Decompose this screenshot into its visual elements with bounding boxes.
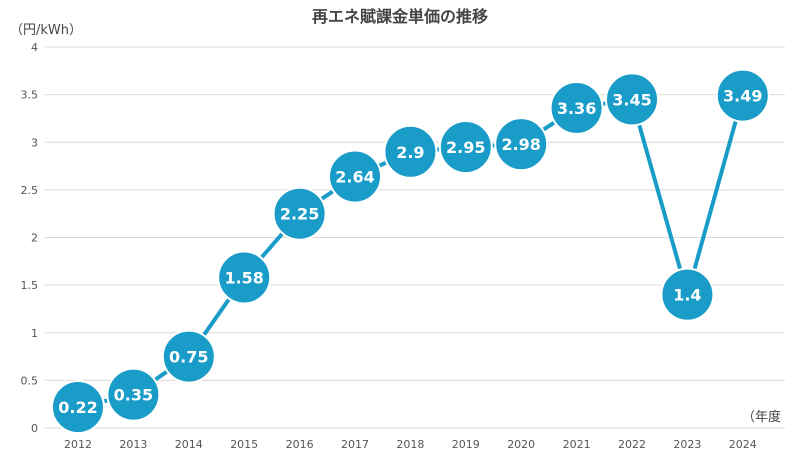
x-axis-label: （年度 — [742, 409, 781, 425]
x-tick-label: 2020 — [507, 438, 535, 451]
x-tick-label: 2012 — [64, 438, 92, 451]
x-tick-label: 2023 — [673, 438, 701, 451]
data-point-marker — [217, 250, 272, 305]
data-label: 0.75 — [169, 348, 208, 367]
data-label: 2.25 — [280, 205, 319, 224]
data-point-marker — [438, 120, 493, 175]
data-label: 3.36 — [557, 99, 596, 118]
data-point-marker — [51, 380, 105, 435]
y-tick-label: 1 — [31, 327, 38, 340]
data-label: 3.49 — [723, 87, 762, 106]
data-point-marker — [328, 149, 382, 204]
data-label: 3.45 — [612, 90, 651, 109]
data-point-marker — [549, 80, 604, 135]
data-point-marker — [605, 72, 659, 127]
x-tick-label: 2021 — [563, 438, 591, 451]
x-tick-label: 2017 — [341, 438, 369, 451]
y-tick-label: 2 — [31, 232, 38, 245]
gridlines — [45, 46, 785, 429]
data-label: 1.4 — [673, 286, 701, 305]
data-label: 0.22 — [58, 398, 97, 417]
data-label: 2.98 — [501, 135, 540, 154]
y-axis-label: （円/kWh） — [10, 23, 82, 38]
data-point-marker — [161, 329, 216, 384]
x-tick-label: 2015 — [230, 438, 258, 451]
y-tick-label: 3.5 — [21, 89, 39, 102]
y-tick-label: 1.5 — [21, 279, 39, 292]
data-point-marker — [272, 186, 327, 241]
x-tick-label: 2019 — [452, 438, 480, 451]
x-tick-label: 2022 — [618, 438, 646, 451]
x-tick-label: 2013 — [119, 438, 147, 451]
data-point-marker — [715, 68, 770, 123]
x-tick-label: 2016 — [286, 438, 314, 451]
y-axis-ticks: 0 0.5 1 1.5 2 2.5 3 3.5 4 — [21, 41, 39, 435]
data-label: 2.9 — [396, 143, 424, 162]
data-label: 0.35 — [114, 386, 153, 405]
data-points: 0.22 0.35 0.75 1.58 2.25 2.64 2.9 2.95 2.98 3.36 3… — [51, 68, 770, 435]
data-label: 2.64 — [335, 168, 374, 187]
data-point-marker — [660, 267, 715, 322]
y-tick-label: 2.5 — [21, 184, 39, 197]
x-tick-label: 2018 — [396, 438, 424, 451]
y-tick-label: 0 — [31, 422, 38, 435]
x-tick-label: 2024 — [729, 438, 757, 451]
data-label: 1.58 — [224, 269, 263, 288]
y-tick-label: 3 — [31, 136, 38, 149]
chart-title: 再エネ賦課金単価の推移 — [312, 7, 488, 26]
data-point-marker — [494, 117, 549, 172]
x-axis-ticks: 2012 2013 2014 2015 2016 2017 2018 2019 2020 2021… — [64, 438, 757, 451]
data-point-marker — [383, 124, 438, 179]
data-label: 2.95 — [446, 138, 485, 157]
y-tick-label: 0.5 — [21, 374, 39, 387]
x-tick-label: 2014 — [175, 438, 203, 451]
y-tick-label: 4 — [31, 41, 38, 54]
data-point-marker — [106, 367, 161, 422]
